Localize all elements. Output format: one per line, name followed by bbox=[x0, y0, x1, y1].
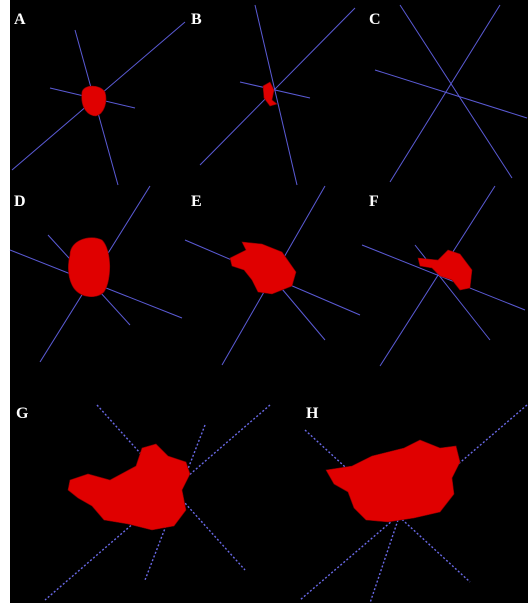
panel-label: F bbox=[369, 193, 379, 210]
panel-label: H bbox=[306, 405, 319, 422]
panel-label: C bbox=[369, 11, 381, 28]
panel-label: A bbox=[14, 11, 26, 28]
panel-label: D bbox=[14, 193, 26, 210]
figure: A B C D E F G H bbox=[0, 0, 530, 607]
panel-label: G bbox=[16, 405, 29, 422]
panel-label: E bbox=[191, 193, 202, 210]
panel-label: B bbox=[191, 11, 202, 28]
